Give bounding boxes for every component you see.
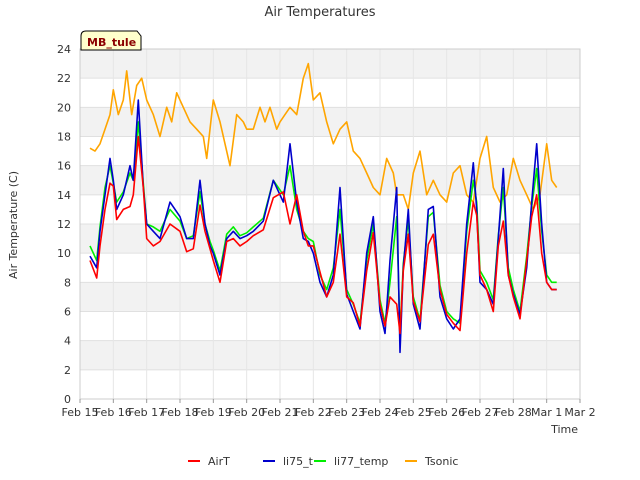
legend-label: Tsonic (424, 455, 458, 468)
site-label-box (80, 30, 142, 51)
plot-frame (79, 48, 581, 400)
y-tick-label: 18 (57, 131, 71, 144)
y-tick-label: 24 (57, 43, 71, 56)
y-tick-label: 14 (57, 189, 71, 202)
y-tick-label: 2 (64, 364, 71, 377)
x-tick-label: Feb 17 (128, 406, 165, 419)
x-tick-label: Mar 2 (564, 406, 595, 419)
legend-label: li77_temp (334, 455, 388, 468)
y-tick-label: 8 (64, 276, 71, 289)
y-tick-label: 22 (57, 72, 71, 85)
x-axis-label: Time (550, 423, 578, 436)
plot-band (80, 369, 580, 399)
series-line-airt (89, 135, 557, 335)
legend: AirT li75_t li77_temp Tsonic (188, 455, 458, 468)
x-tick-label: Feb 20 (228, 406, 265, 419)
grid-lines (79, 48, 581, 400)
chart-title: Air Temperatures (264, 5, 375, 20)
x-tick-label: Feb 19 (195, 406, 232, 419)
y-tick-label: 10 (57, 247, 71, 260)
plot-band (80, 136, 580, 166)
legend-label: li75_t (283, 455, 314, 468)
x-tick-label: Feb 28 (495, 406, 532, 419)
plot-band (80, 194, 580, 224)
y-tick-label: 12 (57, 218, 71, 231)
x-tick-label: Feb 26 (428, 406, 465, 419)
x-tick-label: Feb 18 (162, 406, 199, 419)
plot-band (80, 165, 580, 195)
x-tick-label: Feb 21 (262, 406, 299, 419)
x-tick-label: Mar 1 (531, 406, 562, 419)
x-tick-label: Feb 22 (295, 406, 332, 419)
x-tick-label: Feb 23 (328, 406, 365, 419)
plot-band (80, 49, 580, 79)
x-tick-label: Feb 27 (462, 406, 499, 419)
x-tick-label: Feb 16 (95, 406, 132, 419)
x-tick-label: Feb 15 (62, 406, 99, 419)
y-tick-label: 4 (64, 335, 71, 348)
x-tick-label: Feb 24 (362, 406, 399, 419)
y-tick-label: 6 (64, 306, 71, 319)
x-tick-label: Feb 25 (395, 406, 432, 419)
series-line-tsonic (89, 62, 558, 211)
y-axis-label: Air Temperature (C) (7, 171, 20, 279)
plot-band (80, 311, 580, 341)
y-tick-label: 0 (64, 393, 71, 406)
plot-band (80, 340, 580, 370)
axes (79, 48, 581, 400)
y-tick-label: 16 (57, 160, 71, 173)
site-label: MB_tule (87, 36, 136, 49)
legend-label: AirT (208, 455, 230, 468)
site-label-badge: MB_tule (80, 30, 142, 51)
series-layer (89, 62, 558, 354)
plot-band (80, 78, 580, 108)
y-tick-label: 20 (57, 101, 71, 114)
